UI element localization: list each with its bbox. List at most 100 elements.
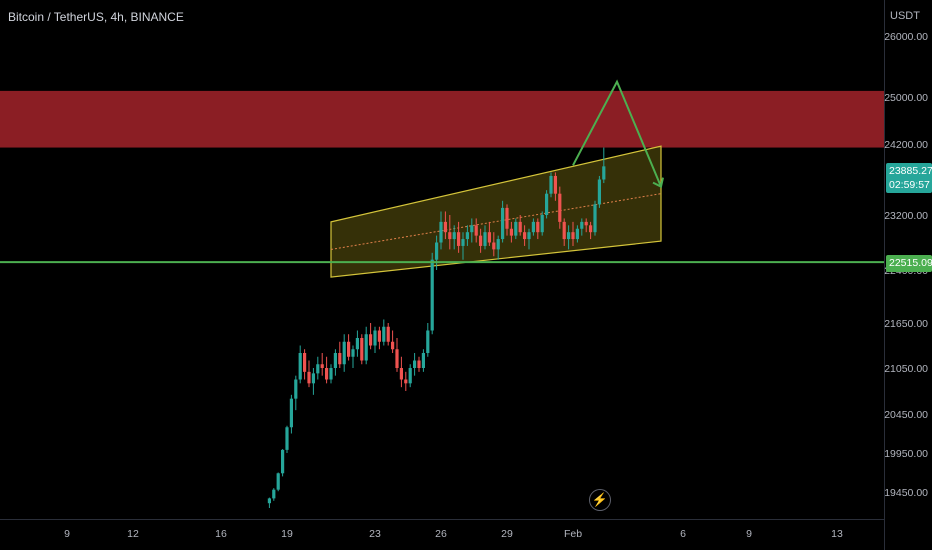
y-tick-label: 19950.00 — [884, 448, 928, 460]
x-tick-label: 6 — [680, 528, 686, 540]
y-tick-label: 23200.00 — [884, 210, 928, 222]
candle-body — [470, 225, 474, 233]
candle-body — [369, 334, 373, 346]
candle-body — [276, 473, 280, 490]
candle-body — [333, 353, 337, 368]
y-tick-label: 20450.00 — [884, 409, 928, 421]
candle-body — [285, 427, 289, 450]
x-tick-label: 13 — [831, 528, 843, 540]
candle-body — [351, 349, 355, 357]
candle-body — [377, 330, 381, 342]
candle-body — [580, 221, 584, 229]
last-price-value: 23885.27 — [889, 165, 932, 177]
candle-body — [298, 353, 302, 380]
candle-body — [527, 232, 531, 240]
candle-body — [325, 368, 329, 380]
candle-body — [430, 259, 434, 331]
candle-body — [421, 353, 425, 368]
candle-body — [342, 341, 346, 365]
y-tick-label: 24200.00 — [884, 139, 928, 151]
candle-body — [426, 330, 430, 353]
lightning-icon[interactable]: ⚡ — [589, 489, 611, 511]
candle-body — [509, 228, 513, 236]
x-tick-label: 29 — [501, 528, 513, 540]
x-tick-label: 9 — [64, 528, 70, 540]
candle-body — [267, 498, 271, 504]
candle-body — [589, 225, 593, 233]
candle-body — [461, 239, 465, 246]
candle-body — [562, 221, 566, 240]
candle-body — [571, 232, 575, 240]
candle-body — [307, 371, 311, 384]
y-tick-label: 26000.00 — [884, 31, 928, 43]
candle-body — [373, 330, 377, 346]
candle-body — [329, 368, 333, 380]
candle-body — [540, 215, 544, 233]
candle-body — [593, 204, 597, 233]
candle-body — [505, 207, 509, 229]
candle-body — [474, 225, 478, 236]
candle-body — [395, 349, 399, 368]
candle-body — [584, 221, 588, 226]
candle-body — [272, 489, 276, 499]
candle-body — [492, 242, 496, 250]
candle-body — [303, 353, 307, 372]
support-level-badge: 22515.09 — [886, 255, 932, 272]
x-tick-label: Feb — [564, 528, 582, 540]
candle-body — [553, 175, 557, 194]
candle-body — [382, 326, 386, 342]
candle-body — [281, 449, 285, 474]
candle-body — [523, 232, 527, 240]
y-tick-label: 21650.00 — [884, 318, 928, 330]
y-tick-label: 25000.00 — [884, 92, 928, 104]
currency-label: USDT — [890, 10, 920, 22]
candle-body — [413, 360, 417, 368]
candle-body — [531, 221, 535, 233]
y-tick-label: 21050.00 — [884, 363, 928, 375]
candle-body — [479, 235, 483, 246]
candle-body — [320, 364, 324, 368]
candle-body — [439, 221, 443, 243]
candle-body — [483, 232, 487, 246]
x-tick-label: 16 — [215, 528, 227, 540]
x-tick-label: 12 — [127, 528, 139, 540]
candle-body — [294, 379, 298, 399]
candle-body — [364, 334, 368, 361]
candle-body — [316, 364, 320, 374]
candle-body — [602, 166, 606, 180]
candle-body — [575, 228, 579, 240]
x-tick-label: 19 — [281, 528, 293, 540]
chart-title: Bitcoin / TetherUS, 4h, BINANCE — [8, 10, 184, 24]
candle-body — [518, 221, 522, 233]
candle-body — [347, 341, 351, 357]
candle-body — [360, 338, 364, 361]
last-price-badge: 23885.27 02:59:57 — [886, 163, 932, 193]
projection-arrow — [572, 79, 662, 187]
candle-body — [404, 379, 408, 384]
candle-body — [311, 373, 315, 384]
candle-body — [338, 353, 342, 365]
bar-countdown: 02:59:57 — [889, 179, 930, 191]
candle-body — [465, 232, 469, 240]
candle-body — [457, 232, 461, 246]
resistance-zone — [0, 90, 884, 148]
candle-body — [448, 232, 452, 240]
candle-body — [597, 179, 601, 205]
candle-body — [514, 221, 518, 236]
candle-body — [567, 232, 571, 240]
x-tick-label: 26 — [435, 528, 447, 540]
candle-body — [435, 242, 439, 260]
candle-body — [549, 175, 553, 194]
candle-body — [545, 193, 549, 215]
projection-arrowhead — [652, 177, 664, 189]
candle-body — [501, 207, 505, 240]
x-tick-label: 9 — [746, 528, 752, 540]
candle-body — [487, 232, 491, 243]
price-channel — [330, 145, 662, 278]
candle-body — [355, 338, 359, 350]
candle-body — [289, 398, 293, 428]
candle-body — [386, 326, 390, 342]
candle-body — [536, 221, 540, 233]
candle-body — [452, 232, 456, 240]
